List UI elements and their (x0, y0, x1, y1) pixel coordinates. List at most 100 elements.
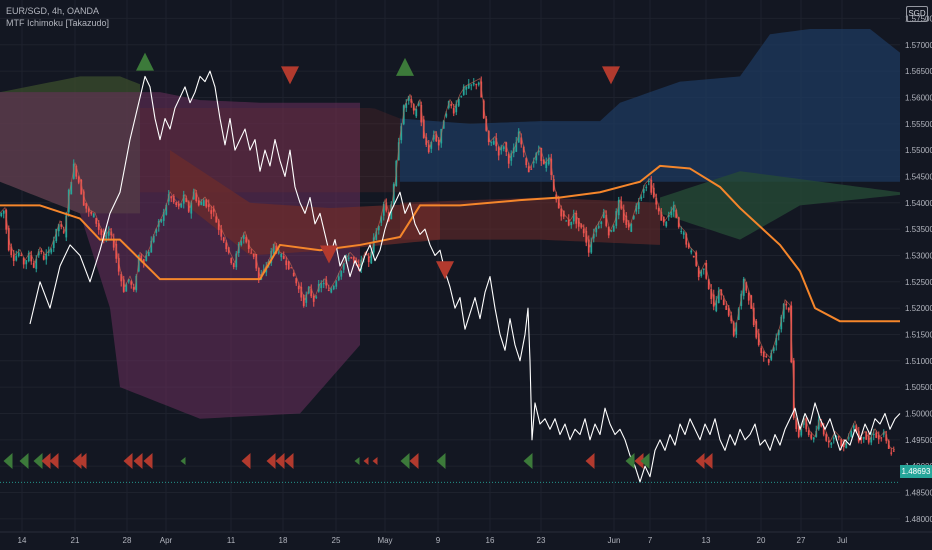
candle-body (177, 203, 180, 207)
candle-body (847, 437, 850, 439)
candle-body (635, 205, 638, 212)
candle-body (105, 232, 108, 240)
candle-body (580, 223, 583, 228)
signal-arrow (354, 457, 360, 465)
candle-body (300, 286, 303, 298)
candle-body (560, 208, 563, 217)
candle-body (765, 356, 768, 358)
candle-body (75, 165, 78, 177)
candle-body (162, 211, 165, 221)
candle-body (732, 322, 735, 336)
signal-arrow (123, 453, 133, 469)
candle-body (730, 315, 733, 322)
candle-body (742, 278, 745, 296)
candle-body (615, 211, 618, 226)
candle-body (697, 267, 700, 278)
candle-body (25, 260, 28, 265)
time-axis[interactable]: 14 21 28 Apr 11 18 25 May 9 16 23 Jun 7 13 20 27 Jul (18, 536, 848, 545)
candle-body (595, 227, 598, 233)
candle-body (707, 279, 710, 289)
candle-body (822, 426, 825, 435)
candle-body (705, 263, 708, 279)
candle-body (517, 131, 520, 143)
candle-body (497, 146, 500, 156)
candle-body (610, 230, 613, 232)
signal-arrow (363, 457, 369, 465)
x-tick-label: 23 (537, 536, 546, 545)
candle-body (657, 208, 660, 212)
y-tick-label: 1.55000 (905, 146, 932, 155)
candle-body (587, 239, 590, 253)
candle-body (600, 221, 603, 224)
buy-triangle-marker (396, 57, 414, 76)
y-tick-label: 1.57500 (905, 14, 932, 23)
candle-body (572, 214, 575, 222)
x-tick-label: Apr (160, 536, 173, 545)
candle-body (292, 272, 295, 277)
candle-body (715, 300, 718, 312)
candle-body (675, 210, 678, 218)
candle-body (222, 237, 225, 242)
candle-body (107, 230, 110, 236)
candle-body (632, 215, 635, 219)
candle-body (552, 179, 555, 191)
candle-body (665, 221, 668, 227)
candle-body (475, 84, 478, 86)
candle-body (212, 208, 215, 212)
signal-arrow (33, 453, 43, 469)
candle-body (347, 257, 350, 259)
candle-body (810, 434, 813, 439)
x-tick-label: 25 (332, 536, 341, 545)
candle-body (382, 203, 385, 216)
candle-body (837, 436, 840, 438)
candle-body (250, 252, 253, 254)
candle-body (125, 284, 128, 292)
y-tick-label: 1.53500 (905, 225, 932, 234)
candle-body (22, 257, 25, 265)
x-tick-label: 16 (486, 536, 495, 545)
price-axis[interactable]: 1.57500 1.57000 1.56500 1.56000 1.55500 1.550… (905, 14, 932, 523)
candle-body (747, 292, 750, 301)
candle-body (90, 211, 93, 214)
candle-body (10, 246, 13, 255)
candle-body (165, 205, 168, 215)
candle-body (82, 191, 85, 206)
candle-body (190, 202, 193, 214)
candle-body (182, 194, 185, 204)
candle-body (862, 437, 865, 439)
candle-body (682, 232, 685, 235)
symbol-title[interactable]: EUR/SGD, 4h, OANDA (6, 6, 100, 16)
candle-body (820, 422, 823, 427)
candle-body (825, 434, 828, 441)
candle-body (532, 161, 535, 163)
candle-body (95, 217, 98, 224)
signal-arrow (41, 453, 51, 469)
candle-body (235, 253, 238, 268)
candle-body (845, 441, 848, 449)
signal-arrow (266, 453, 276, 469)
candle-body (680, 231, 683, 233)
candle-body (355, 259, 358, 263)
candle-body (425, 137, 428, 145)
candle-body (2, 210, 5, 214)
candle-body (112, 238, 115, 248)
candle-body (350, 257, 353, 259)
candle-body (120, 274, 123, 282)
candle-body (737, 308, 740, 320)
candle-body (717, 290, 720, 303)
candle-body (832, 437, 835, 440)
indicator-title[interactable]: MTF Ichimoku [Takazudo] (6, 18, 110, 28)
candle-body (472, 82, 475, 85)
candle-body (357, 264, 360, 268)
candle-body (430, 141, 433, 149)
candle-body (132, 286, 135, 290)
candle-body (597, 226, 600, 228)
candle-body (835, 435, 838, 438)
currency-badge[interactable]: SGD (906, 6, 928, 22)
candle-body (207, 204, 210, 207)
candle-body (852, 425, 855, 429)
candle-body (47, 250, 50, 253)
candle-body (332, 286, 335, 290)
x-tick-label: 7 (648, 536, 653, 545)
